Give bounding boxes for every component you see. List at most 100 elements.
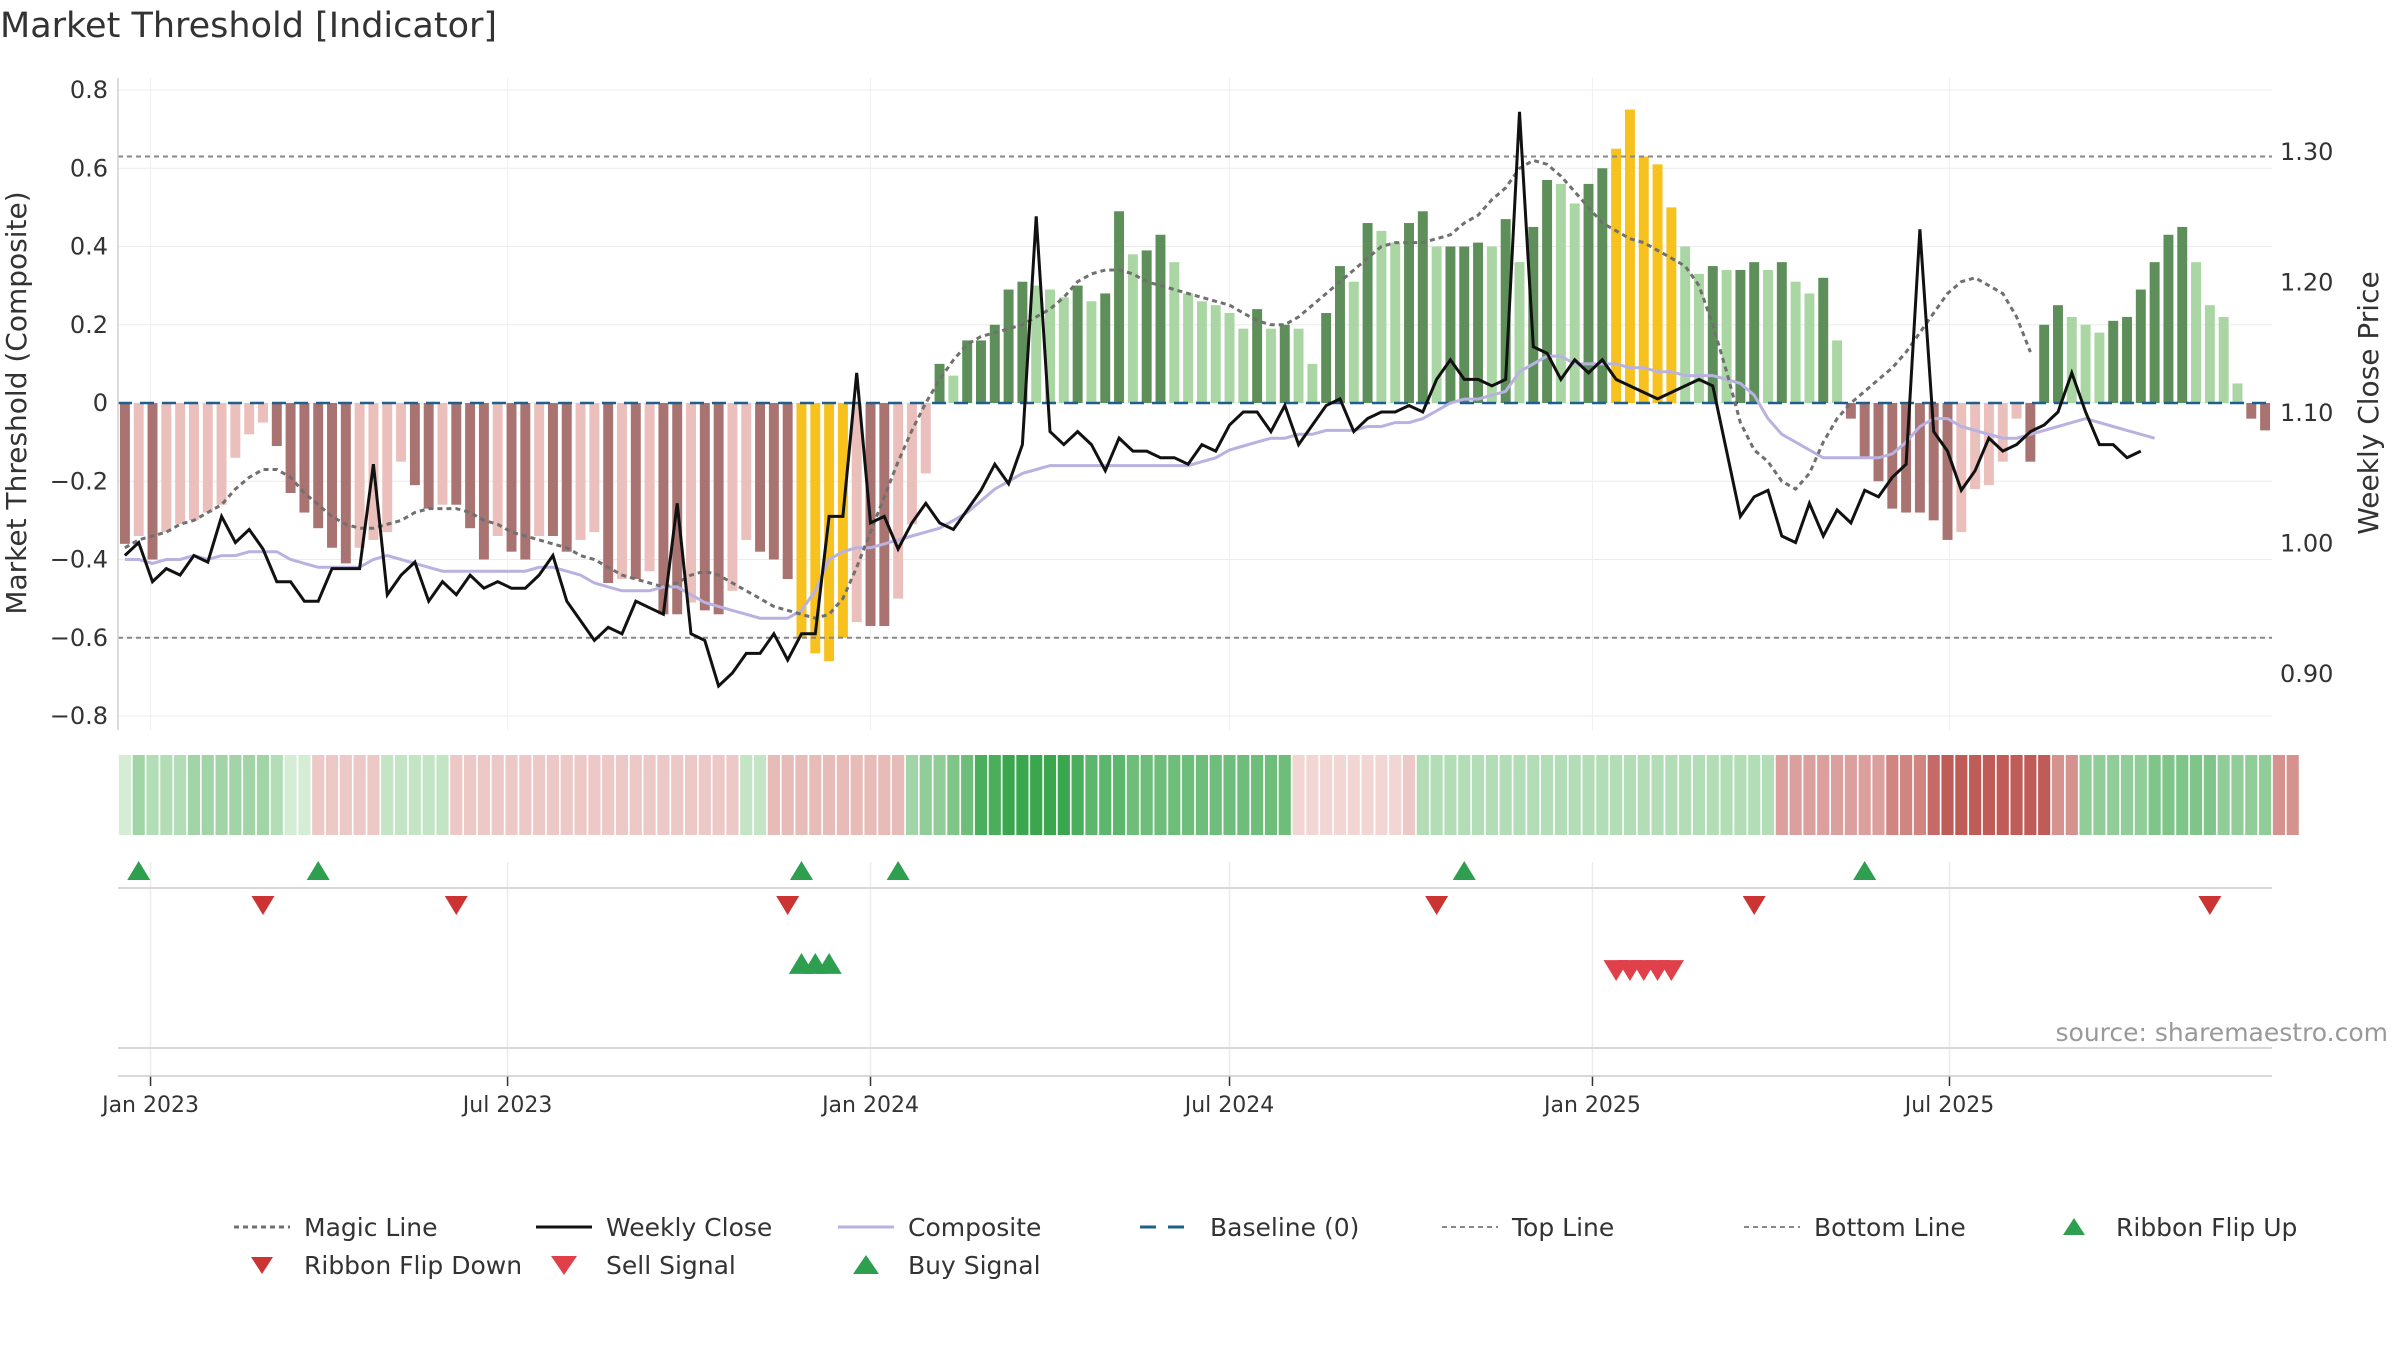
legend-label: Top Line (1512, 1212, 1615, 1242)
ribbon-cell (1168, 755, 1181, 835)
composite-bar (230, 403, 241, 458)
composite-bar (741, 403, 752, 540)
ribbon-cell (1996, 755, 2009, 835)
ribbon-cell (1596, 755, 1609, 835)
composite-bar (1293, 328, 1304, 403)
ribbon-cell (1306, 755, 1319, 835)
ribbon-cell (450, 755, 463, 835)
ribbon-cell (1789, 755, 1802, 835)
composite-bar (1335, 266, 1345, 403)
composite-bar (1445, 246, 1456, 403)
ribbon-cell (381, 755, 394, 835)
ribbon-cell (1720, 755, 1733, 835)
ribbon-cell (629, 755, 642, 835)
ribbon-flip-down-marker (1425, 896, 1449, 915)
ribbon-cell (726, 755, 739, 835)
composite-bar (851, 403, 862, 623)
y-tick-label: −0.6 (50, 624, 108, 652)
legend-item: Sell Signal (532, 1251, 834, 1280)
ribbon-cell (1748, 755, 1761, 835)
ribbon-cell (2272, 755, 2285, 835)
ribbon-cell (2203, 755, 2216, 835)
x-tick-label: Jul 2024 (1183, 1093, 1275, 1118)
x-axis: Jan 2023 Jul 2023 Jan 2024 Jul 2024 Jan 2025… (100, 1075, 2272, 1118)
composite-bar (2149, 262, 2160, 403)
composite-bar (1569, 203, 1580, 403)
ribbon-cell (657, 755, 670, 835)
ribbon-cell (367, 755, 380, 835)
ribbon-cell (1182, 755, 1195, 835)
signal-panels (118, 861, 2272, 1049)
ribbon-cell (1955, 755, 1968, 835)
composite-bar (561, 403, 572, 552)
composite-bar (893, 403, 904, 599)
ribbon-flip-down-marker (776, 896, 800, 915)
composite-bar (1611, 148, 1622, 403)
dotted-gray-icon (234, 1225, 290, 1229)
composite-bar (1970, 403, 1981, 490)
ribbon-flip-up-marker (1452, 861, 1476, 880)
composite-bar (2163, 234, 2174, 403)
ribbon-cell (947, 755, 960, 835)
composite-bar (1376, 230, 1387, 403)
ribbon-cell (1844, 755, 1857, 835)
x-tick-label: Jan 2024 (820, 1093, 919, 1118)
composite-bar (644, 403, 655, 572)
composite-bar (2177, 226, 2188, 403)
composite-bar (1072, 285, 1083, 403)
ribbon-cell (1430, 755, 1443, 835)
composite-line (124, 354, 2156, 620)
ribbon-cell (2107, 755, 2120, 835)
composite-bar (1127, 254, 1138, 403)
ribbon-cell (2162, 755, 2175, 835)
legend-item: Top Line (1438, 1213, 1740, 1242)
dashed-blue-icon (1140, 1225, 1196, 1229)
composite-bar (1859, 403, 1870, 458)
composite-bar (603, 403, 614, 583)
composite-bar (2039, 324, 2050, 403)
composite-bar (1321, 313, 1332, 403)
sell-signal-marker (1658, 960, 1685, 981)
composite-bar (906, 403, 917, 525)
ribbon-cell (243, 755, 256, 835)
ribbon-cell (284, 755, 297, 835)
composite-bar (1790, 281, 1801, 403)
composite-bar (258, 403, 268, 423)
ribbon-cell (1002, 755, 1015, 835)
axes: 0.8 0.6 0.4 0.2 0 −0.2 −0.4 −0.6 −0.8 1.30 1.20 1.1… (0, 76, 2385, 730)
y-tick-label: 0.2 (70, 311, 108, 339)
composite-bar (1818, 277, 1829, 403)
composite-bar (506, 403, 517, 552)
ribbon-cell (546, 755, 560, 835)
composite-bar (658, 403, 669, 615)
ribbon-cell (2231, 755, 2244, 835)
x-tick-label: Jul 2025 (1903, 1093, 1995, 1118)
composite-bar (824, 403, 835, 662)
composite-bar (1887, 403, 1898, 509)
composite-bar (1694, 273, 1704, 403)
composite-bar (617, 403, 627, 580)
triangle-down-bright-red-icon (551, 1256, 577, 1275)
ribbon-flip-up-marker (127, 861, 151, 880)
ribbon-cell (1292, 755, 1305, 835)
legend-item: Bottom Line (1740, 1213, 2042, 1242)
composite-bars (119, 109, 2271, 662)
ribbon-cell (1016, 755, 1029, 835)
ribbon-cell (464, 755, 477, 835)
ribbon-cell (325, 755, 339, 835)
ribbon-cell (394, 755, 408, 835)
ribbon-cell (1982, 755, 1996, 835)
ribbon-cell (1320, 755, 1333, 835)
y2-tick-label: 1.30 (2280, 138, 2333, 166)
composite-bar (1459, 246, 1470, 403)
composite-bar (1155, 234, 1166, 403)
composite-bar (1528, 226, 1539, 403)
ribbon-cell (1333, 755, 1347, 835)
composite-bar (1638, 156, 1649, 403)
composite-bar (630, 403, 641, 580)
triangle-up-green-icon (2063, 1218, 2085, 1235)
ribbon-cell (602, 755, 615, 835)
composite-bar (2108, 320, 2119, 403)
composite-bar (161, 403, 172, 533)
ribbon-cell (795, 755, 808, 835)
